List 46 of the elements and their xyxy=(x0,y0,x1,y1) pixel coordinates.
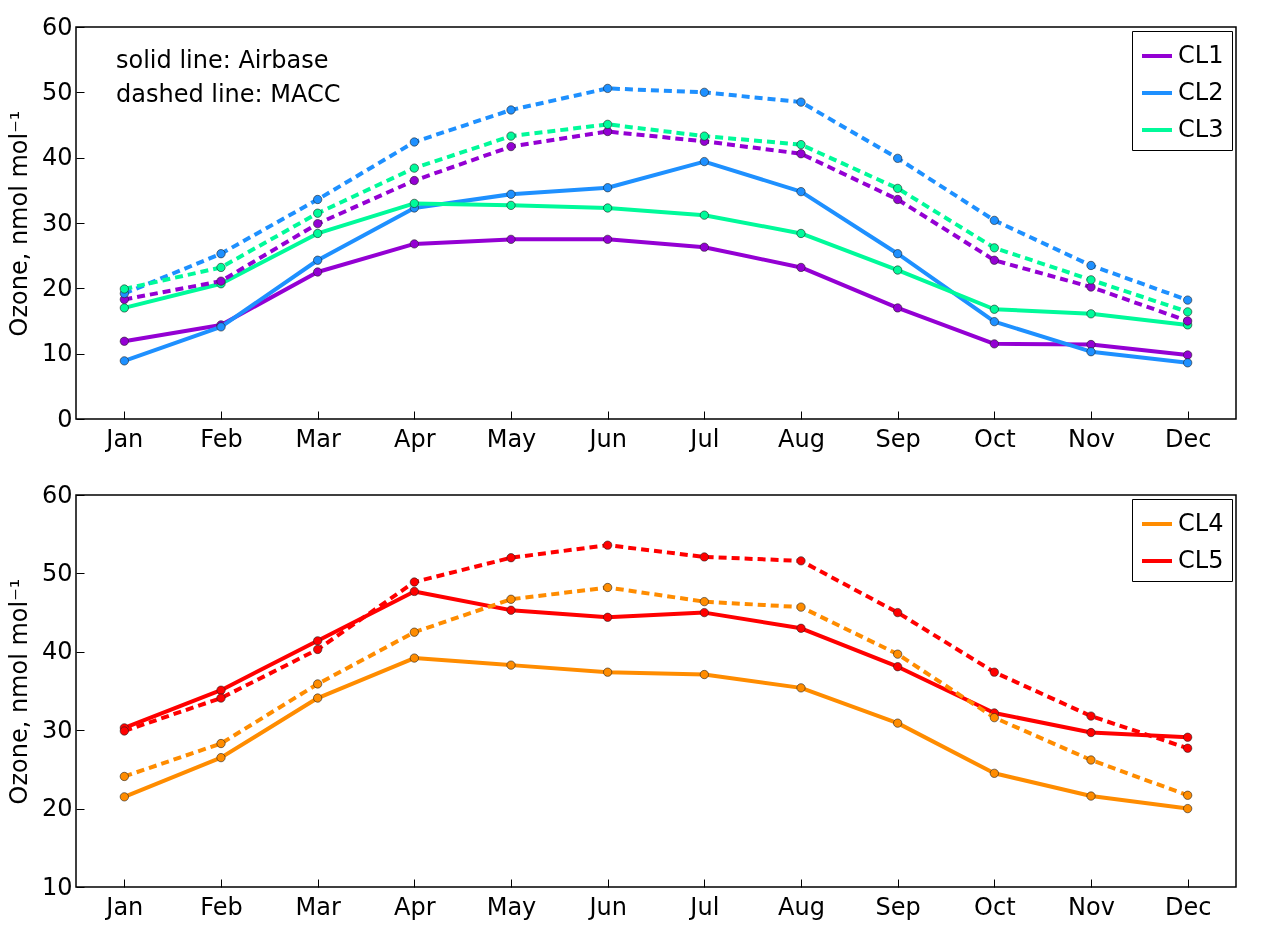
y-tick-label: 10 xyxy=(41,872,73,901)
x-tick-label: Jul xyxy=(688,892,720,921)
y-tick-label: 20 xyxy=(41,273,73,302)
y-tick-label: 0 xyxy=(57,404,73,433)
legend-label: CL4 xyxy=(1178,509,1224,537)
x-tick-label: Apr xyxy=(394,424,436,453)
x-tick-label: Oct xyxy=(974,892,1016,921)
y-axis-title: Ozone, nmol mol⁻¹ xyxy=(4,578,33,805)
x-tick-label: Jun xyxy=(587,892,627,921)
x-tick-label: Aug xyxy=(778,892,825,921)
y-axis-title: Ozone, nmol mol⁻¹ xyxy=(4,110,33,337)
x-tick-label: Jan xyxy=(104,892,144,921)
y-tick-label: 50 xyxy=(41,77,73,106)
x-tick-label: Nov xyxy=(1068,424,1115,453)
x-tick-label: Feb xyxy=(200,892,243,921)
legend-label: CL3 xyxy=(1178,115,1224,143)
y-tick-label: 30 xyxy=(41,715,73,744)
x-tick-label: Feb xyxy=(200,424,243,453)
y-tick-label: 50 xyxy=(41,558,73,587)
x-tick-label: Dec xyxy=(1164,424,1212,453)
legend-label: CL2 xyxy=(1178,78,1224,106)
x-tick-label: Aug xyxy=(778,424,825,453)
x-tick-label: Oct xyxy=(974,424,1016,453)
x-tick-label: Dec xyxy=(1164,892,1212,921)
y-tick-label: 20 xyxy=(41,794,73,823)
y-tick-label: 60 xyxy=(41,12,73,41)
x-tick-label: Nov xyxy=(1068,892,1115,921)
x-tick-label: May xyxy=(486,424,537,453)
y-tick-label: 40 xyxy=(41,143,73,172)
x-tick-label: Jul xyxy=(688,424,720,453)
x-tick-label: Apr xyxy=(394,892,436,921)
annotation: solid line: Airbase xyxy=(116,46,329,74)
x-tick-label: Sep xyxy=(875,892,921,921)
y-tick-label: 60 xyxy=(41,480,73,509)
x-tick-label: Jan xyxy=(104,424,144,453)
x-tick-label: Sep xyxy=(875,424,921,453)
legend-label: CL5 xyxy=(1178,546,1224,574)
x-tick-label: Mar xyxy=(295,892,341,921)
legend-label: CL1 xyxy=(1178,41,1224,69)
y-tick-label: 10 xyxy=(41,339,73,368)
y-tick-label: 40 xyxy=(41,637,73,666)
x-tick-label: Mar xyxy=(295,424,341,453)
x-tick-label: May xyxy=(486,892,537,921)
annotation: dashed line: MACC xyxy=(116,80,341,108)
x-tick-label: Jun xyxy=(587,424,627,453)
y-tick-label: 30 xyxy=(41,208,73,237)
